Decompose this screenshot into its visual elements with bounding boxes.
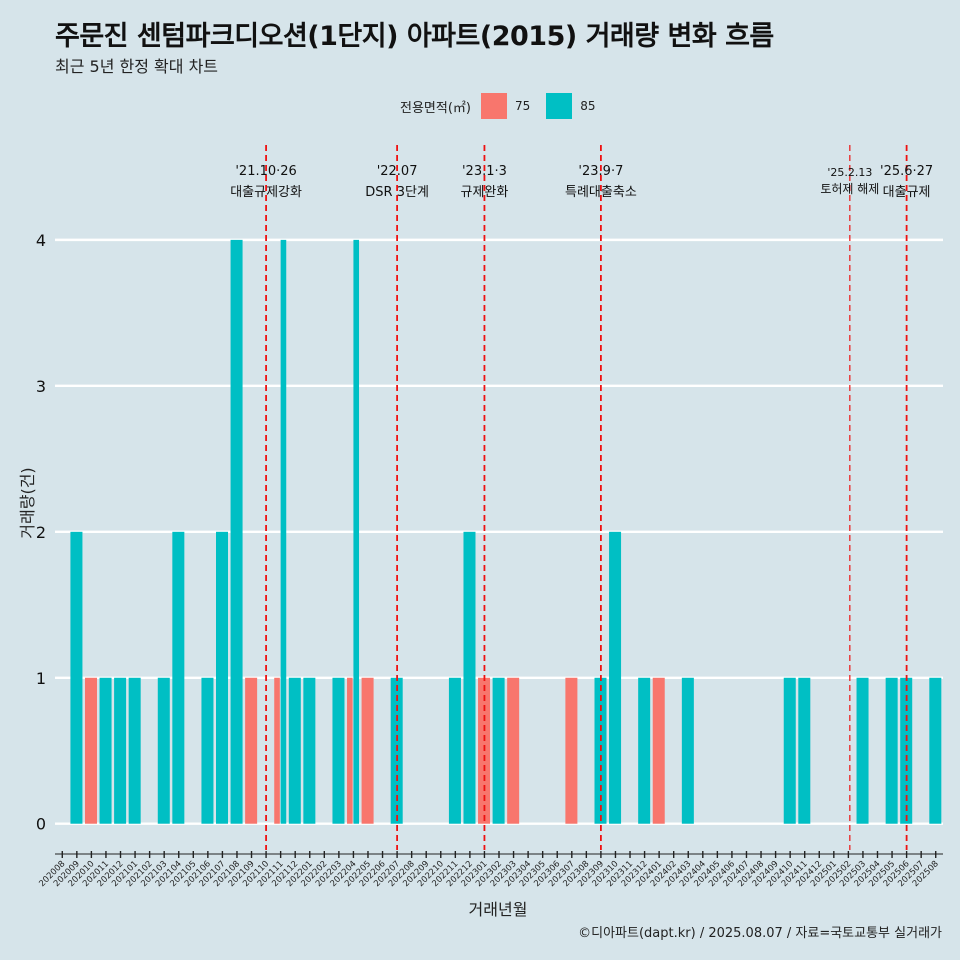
bar-202205-75 [361, 677, 374, 824]
bar-202212-85 [463, 531, 476, 824]
bar-202204-85 [353, 239, 360, 824]
bar-202211-85 [448, 677, 461, 824]
event-label-202301: 규제완화 [461, 185, 509, 200]
event-label-202506: 대출규제 [883, 185, 931, 200]
bar-202104-85 [172, 531, 185, 824]
y-axis: 0 1 2 3 4 [36, 231, 46, 834]
y-tick-label-0: 0 [36, 815, 46, 834]
event-date-202207: '22.07 [377, 164, 418, 179]
bar-202009-85 [70, 531, 83, 824]
bar-202312-85 [638, 677, 651, 824]
bar-202111-85 [280, 239, 287, 824]
bar-202310-85 [609, 531, 622, 824]
event-date-202506: '25.6·27 [880, 164, 933, 179]
bars [70, 239, 942, 824]
chart-title: 주문진 센텀파크디오션(1단지) 아파트(2015) 거래량 변화 흐름 [55, 21, 774, 52]
bar-202401-75 [652, 677, 665, 824]
event-markers: '21.10·26 대출규제강화 '22.07 DSR 3단계 '23.1·3 규제완화 '… [230, 145, 933, 850]
event-date-202110: '21.10·26 [235, 164, 296, 179]
y-tick-label-4: 4 [36, 231, 46, 250]
bar-202106-85 [201, 677, 214, 824]
event-label-202207: DSR 3단계 [365, 185, 429, 200]
bar-202303-75 [507, 677, 520, 824]
y-tick-label-3: 3 [36, 377, 46, 396]
bar-202108-85 [230, 239, 243, 824]
bar-202103-85 [157, 677, 170, 824]
bar-202112-85 [288, 677, 301, 824]
bar-202508-85 [929, 677, 942, 824]
bar-202307-75 [565, 677, 578, 824]
bar-202011-85 [99, 677, 112, 824]
legend-swatch-75 [480, 93, 507, 119]
legend-label-75: 75 [514, 99, 531, 113]
bar-202403-85 [681, 677, 694, 824]
bar-202107-85 [216, 531, 229, 824]
event-label-202309: 특례대출축소 [565, 185, 637, 200]
bar-202010-75 [84, 677, 97, 824]
bar-202109-75 [245, 677, 258, 824]
legend-title: 전용면적(㎡) [400, 100, 471, 116]
event-date-202309: '23.9·7 [578, 164, 623, 179]
bar-202302-85 [492, 677, 505, 824]
event-date-202301: '23.1·3 [462, 164, 507, 179]
bar-202201-85 [303, 677, 316, 824]
bar-202505-85 [885, 677, 898, 824]
event-label-202502: 토허제 해제 [820, 182, 879, 196]
y-tick-label-1: 1 [36, 669, 46, 688]
bar-202101-85 [128, 677, 141, 824]
bar-202410-85 [783, 677, 796, 824]
source-caption: ©디아파트(dapt.kr) / 2025.08.07 / 자료=국토교통부 실… [578, 926, 942, 941]
bar-202203-85 [332, 677, 345, 824]
bar-202503-85 [856, 677, 869, 824]
bar-202411-85 [798, 677, 811, 824]
legend-label-85: 85 [580, 99, 596, 113]
x-axis-label: 거래년월 [469, 900, 528, 919]
bar-202111-75 [274, 677, 280, 824]
y-axis-label: 거래량(건) [18, 467, 37, 538]
legend: 전용면적(㎡) 75 85 [400, 93, 602, 119]
event-date-202502: '25.2.13 [827, 166, 872, 179]
bar-202204-75 [347, 677, 353, 824]
chart-subtitle: 최근 5년 한정 확대 차트 [55, 57, 219, 76]
x-axis: 2020082020092020102020112020122021012021… [37, 851, 943, 889]
y-tick-label-2: 2 [36, 523, 46, 542]
legend-swatch-85 [546, 93, 573, 119]
event-label-202110: 대출규제강화 [230, 185, 302, 200]
bar-202012-85 [114, 677, 127, 824]
